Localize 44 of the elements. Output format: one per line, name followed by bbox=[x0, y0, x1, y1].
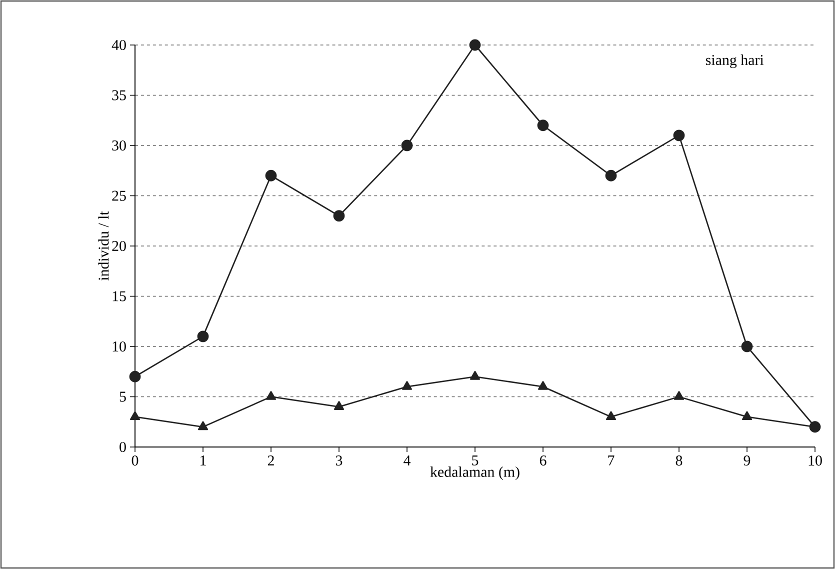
y-tick-label: 20 bbox=[112, 240, 126, 252]
x-tick-label: 9 bbox=[744, 456, 750, 466]
point bbox=[334, 401, 344, 410]
point bbox=[130, 411, 140, 420]
point bbox=[673, 130, 685, 142]
x-tick-label: 3 bbox=[336, 456, 342, 466]
x-tick-label: 7 bbox=[608, 456, 614, 466]
point bbox=[809, 421, 821, 433]
y-tick-label: 40 bbox=[112, 40, 126, 50]
point bbox=[469, 39, 481, 51]
x-tick-label: 10 bbox=[808, 456, 822, 466]
x-tick-label: 5 bbox=[472, 456, 478, 466]
point bbox=[470, 370, 480, 380]
point bbox=[402, 380, 412, 390]
y-axis-title: individu / lt bbox=[98, 211, 109, 281]
point bbox=[266, 391, 276, 400]
point bbox=[198, 421, 208, 430]
x-tick-label: 6 bbox=[540, 456, 546, 466]
point bbox=[333, 210, 345, 222]
point bbox=[197, 330, 209, 342]
point bbox=[401, 140, 413, 152]
annotation: siang hari bbox=[706, 54, 764, 68]
x-tick-label: 1 bbox=[200, 456, 206, 466]
x-axis-title: kedalaman (m) bbox=[430, 466, 520, 480]
point bbox=[605, 170, 617, 182]
y-tick-label: 30 bbox=[112, 140, 126, 151]
x-tick-label: 0 bbox=[132, 456, 138, 466]
point bbox=[129, 370, 141, 382]
point bbox=[741, 340, 753, 352]
x-tick-label: 8 bbox=[676, 456, 682, 466]
x-tick-label: 2 bbox=[268, 456, 274, 466]
point bbox=[537, 120, 549, 132]
y-tick-label: 10 bbox=[112, 341, 126, 352]
point bbox=[538, 380, 548, 390]
x-tick-label: 4 bbox=[404, 456, 411, 466]
point bbox=[742, 411, 752, 420]
y-tick-label: 15 bbox=[112, 291, 126, 302]
point bbox=[606, 411, 616, 420]
y-tick-label: 25 bbox=[112, 190, 126, 201]
point bbox=[674, 391, 684, 400]
y-tick-label: 35 bbox=[112, 90, 126, 100]
y-tick-label: 5 bbox=[120, 392, 126, 402]
y-tick-label: 0 bbox=[120, 442, 126, 452]
point bbox=[265, 170, 277, 182]
